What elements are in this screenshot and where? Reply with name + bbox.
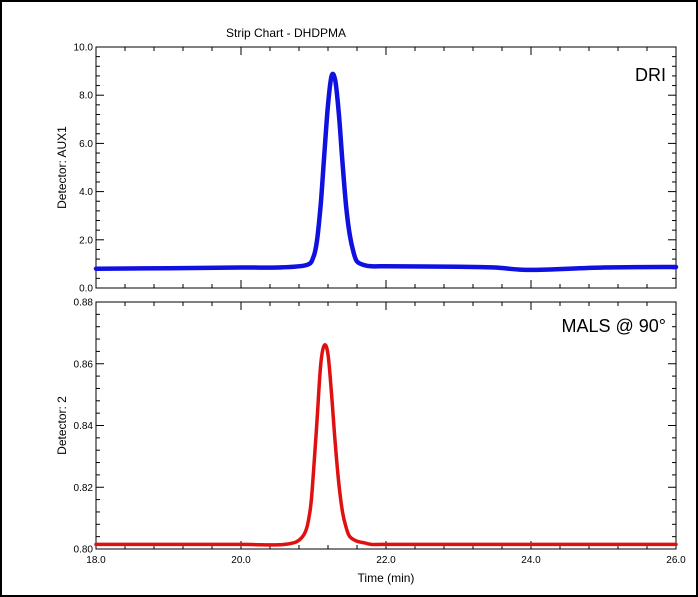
mals-y-axis-title: Detector: 2 (55, 396, 69, 455)
mals-annotation: MALS @ 90° (561, 316, 666, 336)
dri-y-tick-label: 2.0 (79, 235, 93, 246)
mals-series-line (94, 343, 678, 547)
x-tick-label: 22.0 (376, 555, 396, 566)
mals-y-tick-label: 0.84 (74, 421, 94, 432)
chart-title: Strip Chart - DHDPMA (226, 26, 346, 40)
x-tick-label: 18.0 (86, 555, 106, 566)
dri-y-tick-label: 6.0 (79, 139, 93, 150)
dri-y-tick-label: 10.0 (74, 43, 94, 54)
dri-y-axis-title: Detector: AUX1 (55, 126, 69, 209)
x-tick-label: 20.0 (231, 555, 251, 566)
dri-annotation: DRI (635, 65, 666, 85)
dri-y-tick-label: 8.0 (79, 91, 93, 102)
x-axis-title: Time (min) (358, 571, 415, 585)
mals-series (94, 343, 678, 547)
dri-y-tick-label: 4.0 (79, 187, 93, 198)
mals-ticks: 0.80 0.82 0.84 0.86 0.88 18.0 20.0 22.0 24.0 26.0 (74, 298, 687, 567)
dri-y-tick-label: 0.0 (79, 284, 93, 295)
x-tick-label: 26.0 (666, 555, 686, 566)
x-tick-label: 24.0 (521, 555, 541, 566)
mals-y-tick-label: 0.88 (74, 298, 94, 309)
dri-ticks: 0.0 2.0 4.0 6.0 8.0 10.0 (74, 43, 677, 295)
mals-y-tick-label: 0.86 (74, 359, 94, 370)
mals-y-tick-label: 0.82 (74, 483, 94, 494)
mals-plot-frame (95, 301, 677, 550)
dri-plot-frame (95, 46, 677, 289)
mals-panel: 0.80 0.82 0.84 0.86 0.88 18.0 20.0 22.0 24.0 26.0… (55, 298, 686, 586)
dri-series (93, 71, 679, 273)
mals-y-tick-label: 0.80 (74, 545, 94, 556)
dri-series-line (93, 71, 679, 273)
dri-panel: 0.0 2.0 4.0 6.0 8.0 10.0 DRI Detector: AUX1 (55, 43, 679, 295)
